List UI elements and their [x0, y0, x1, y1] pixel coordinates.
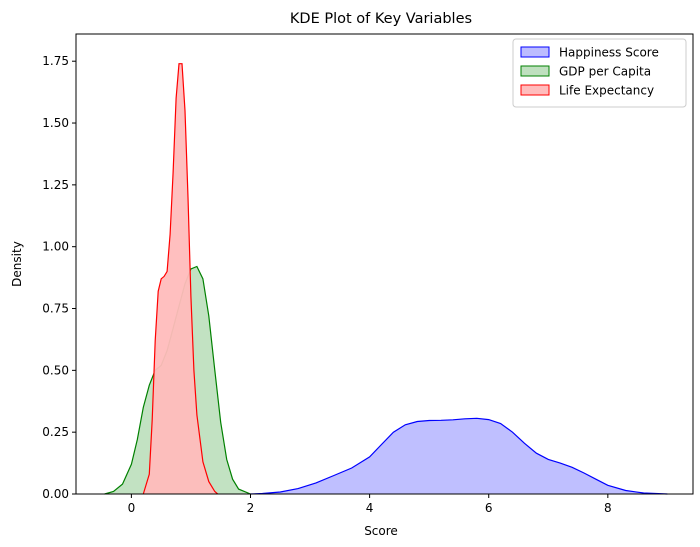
- y-tick-label: 0.50: [42, 363, 69, 377]
- x-tick-label: 4: [366, 501, 374, 515]
- happiness-score-line: [250, 417, 668, 495]
- x-tick-label: 6: [485, 501, 493, 515]
- x-tick-label: 8: [604, 501, 612, 515]
- x-axis-label: Score: [364, 524, 398, 538]
- legend-swatch-life-expectancy: [520, 84, 550, 96]
- y-axis-ticks: 0.00 0.25 0.50 0.75 1.00 1.25 1.50 1.75: [42, 54, 76, 501]
- happiness-score-area: [250, 418, 668, 494]
- x-axis-ticks: 0 2 4 6 8: [128, 494, 612, 515]
- life-expectancy-line: [142, 63, 219, 495]
- y-tick-label: 1.25: [42, 178, 69, 192]
- legend-swatch-gdp-per-capita: [520, 65, 550, 77]
- y-tick-label: 1.50: [42, 116, 69, 130]
- y-tick-label: 0.25: [42, 425, 69, 439]
- y-tick-label: 1.00: [42, 240, 69, 254]
- series-areas: [104, 63, 668, 495]
- legend-label-happiness-score: Happiness Score: [559, 46, 659, 60]
- x-tick-label: 2: [247, 501, 255, 515]
- y-tick-label: 0.75: [42, 302, 69, 316]
- y-tick-label: 0.00: [42, 487, 69, 501]
- legend: Happiness Score GDP per Capita Life Expect…: [512, 38, 687, 108]
- legend-label-life-expectancy: Life Expectancy: [559, 84, 654, 98]
- chart-title: KDE Plot of Key Variables: [290, 11, 472, 27]
- y-axis-label: Density: [10, 241, 24, 287]
- plot-frame: [75, 33, 694, 495]
- x-tick-label: 0: [128, 501, 136, 515]
- y-tick-label: 1.75: [42, 54, 69, 68]
- life-expectancy-area: [143, 63, 218, 494]
- legend-box: [512, 38, 687, 108]
- legend-label-gdp-per-capita: GDP per Capita: [559, 65, 651, 79]
- legend-swatch-happiness-score: [520, 46, 550, 58]
